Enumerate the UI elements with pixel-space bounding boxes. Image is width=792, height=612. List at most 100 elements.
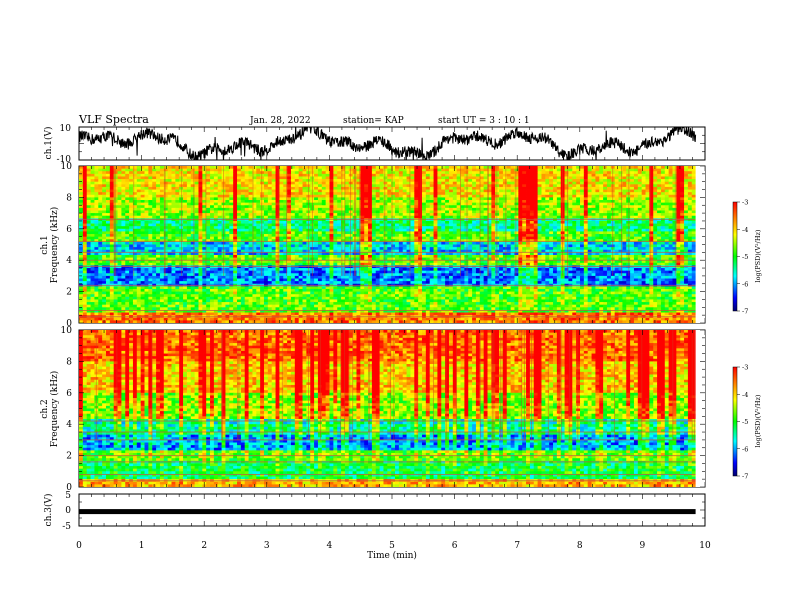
spectrogram-cell bbox=[460, 228, 465, 232]
spectrogram-cell bbox=[406, 200, 411, 204]
spectrogram-cell bbox=[506, 234, 512, 238]
spectrogram-cell bbox=[506, 181, 512, 185]
spectrogram-cell bbox=[395, 207, 400, 211]
spectrogram-cell bbox=[348, 179, 354, 183]
spectrogram-cell bbox=[433, 173, 438, 177]
spectrogram-cell bbox=[660, 173, 666, 177]
spectrogram-cell bbox=[472, 210, 477, 214]
spectrogram-cell bbox=[580, 226, 585, 230]
spectrogram-cell bbox=[684, 236, 689, 240]
spectrogram-cell bbox=[152, 223, 157, 227]
spectrogram-cell bbox=[163, 239, 169, 243]
spectrogram-cell bbox=[429, 192, 434, 196]
spectrogram-cell bbox=[421, 200, 427, 204]
spectrogram-cell bbox=[210, 184, 215, 188]
spectrogram-cell bbox=[356, 244, 361, 248]
spectrogram-cell bbox=[317, 186, 323, 190]
spectrogram-cell bbox=[375, 228, 380, 232]
spectrogram-cell bbox=[568, 168, 573, 172]
spectrogram-cell bbox=[402, 168, 407, 172]
spectrogram-cell bbox=[117, 215, 122, 219]
spectrogram-cell bbox=[630, 228, 635, 232]
spectrogram-cell bbox=[360, 197, 365, 201]
spectrogram-cell bbox=[237, 241, 242, 245]
spectrogram-cell bbox=[633, 234, 639, 238]
spectrogram-cell bbox=[529, 205, 535, 209]
spectrogram-cell bbox=[341, 181, 346, 185]
spectrogram-cell bbox=[98, 220, 103, 224]
spectrogram-cell bbox=[298, 173, 303, 177]
spectrogram-cell bbox=[441, 181, 446, 185]
spectrogram-cell bbox=[198, 207, 203, 211]
spectrogram-cell bbox=[183, 223, 188, 227]
spectrogram-cell bbox=[448, 181, 454, 185]
spectrogram-cell bbox=[129, 236, 134, 240]
spectrogram-cell bbox=[86, 223, 91, 227]
spectrogram-cell bbox=[472, 213, 477, 217]
spectrogram-cell bbox=[337, 239, 342, 243]
spectrogram-cell bbox=[626, 194, 631, 198]
spectrogram-cell bbox=[260, 220, 265, 224]
spectrogram-cell bbox=[410, 189, 415, 193]
spectrogram-cell bbox=[572, 176, 577, 180]
spectrogram-cell bbox=[395, 186, 400, 190]
spectrogram-cell bbox=[630, 220, 635, 224]
spectrogram-cell bbox=[487, 181, 492, 185]
spectrogram-cell bbox=[260, 200, 265, 204]
spectrogram-cell bbox=[321, 207, 327, 211]
spectrogram-cell bbox=[294, 181, 300, 185]
spectrogram-cell bbox=[225, 207, 230, 211]
spectrogram-cell bbox=[591, 215, 596, 219]
spectrogram-cell bbox=[317, 228, 323, 232]
spectrogram-cell bbox=[356, 168, 361, 172]
spectrogram-cell bbox=[641, 213, 646, 217]
spectrogram-cell bbox=[279, 184, 284, 188]
spectrogram-cell bbox=[240, 192, 246, 196]
spectrogram-cell bbox=[348, 189, 354, 193]
spectrogram-cell bbox=[483, 192, 488, 196]
spectrogram-cell bbox=[514, 173, 519, 177]
spectrogram-cell bbox=[676, 192, 681, 196]
spectrogram-cell bbox=[595, 226, 600, 230]
spectrogram-cell bbox=[348, 171, 354, 175]
spectrogram-cell bbox=[210, 228, 215, 232]
spectrogram-cell bbox=[371, 181, 377, 185]
spectrogram-cell bbox=[645, 213, 650, 217]
spectrogram-cell bbox=[606, 184, 612, 188]
spectrogram-cell bbox=[553, 210, 558, 214]
spectrogram-cell bbox=[333, 234, 338, 238]
spectrogram-cell bbox=[460, 171, 465, 175]
spectrogram-cell bbox=[263, 184, 269, 188]
spectrogram-cell bbox=[452, 205, 458, 209]
spectrogram-cell bbox=[129, 173, 134, 177]
spectrogram-cell bbox=[522, 181, 527, 185]
spectrogram-cell bbox=[86, 186, 91, 190]
spectrogram-cell bbox=[452, 181, 458, 185]
spectrogram-cell bbox=[159, 205, 165, 209]
spectrogram-cell bbox=[190, 171, 196, 175]
spectrogram-cell bbox=[429, 176, 434, 180]
spectrogram-cell bbox=[244, 220, 249, 224]
spectrogram-cell bbox=[229, 236, 234, 240]
spectrogram-cell bbox=[668, 179, 673, 183]
spectrogram-cell bbox=[506, 176, 512, 180]
spectrogram-cell bbox=[136, 168, 142, 172]
spectrogram-cell bbox=[90, 176, 95, 180]
spectrogram-cell bbox=[414, 213, 419, 217]
spectrogram-cell bbox=[522, 231, 527, 235]
spectrogram-cell bbox=[364, 168, 369, 172]
spectrogram-cell bbox=[229, 171, 234, 175]
spectrogram-cell bbox=[448, 192, 454, 196]
spectrogram-cell bbox=[94, 239, 99, 243]
spectrogram-cell bbox=[167, 234, 172, 238]
spectrogram-cell bbox=[364, 220, 369, 224]
spectrogram-cell bbox=[287, 213, 292, 217]
spectrogram-cell bbox=[198, 189, 203, 193]
spectrogram-cell bbox=[479, 168, 485, 172]
spectrogram-cell bbox=[487, 228, 492, 232]
spectrogram-cell bbox=[263, 207, 269, 211]
spectrogram-cell bbox=[260, 241, 265, 245]
spectrogram-cell bbox=[433, 220, 438, 224]
spectrogram-cell bbox=[333, 228, 338, 232]
